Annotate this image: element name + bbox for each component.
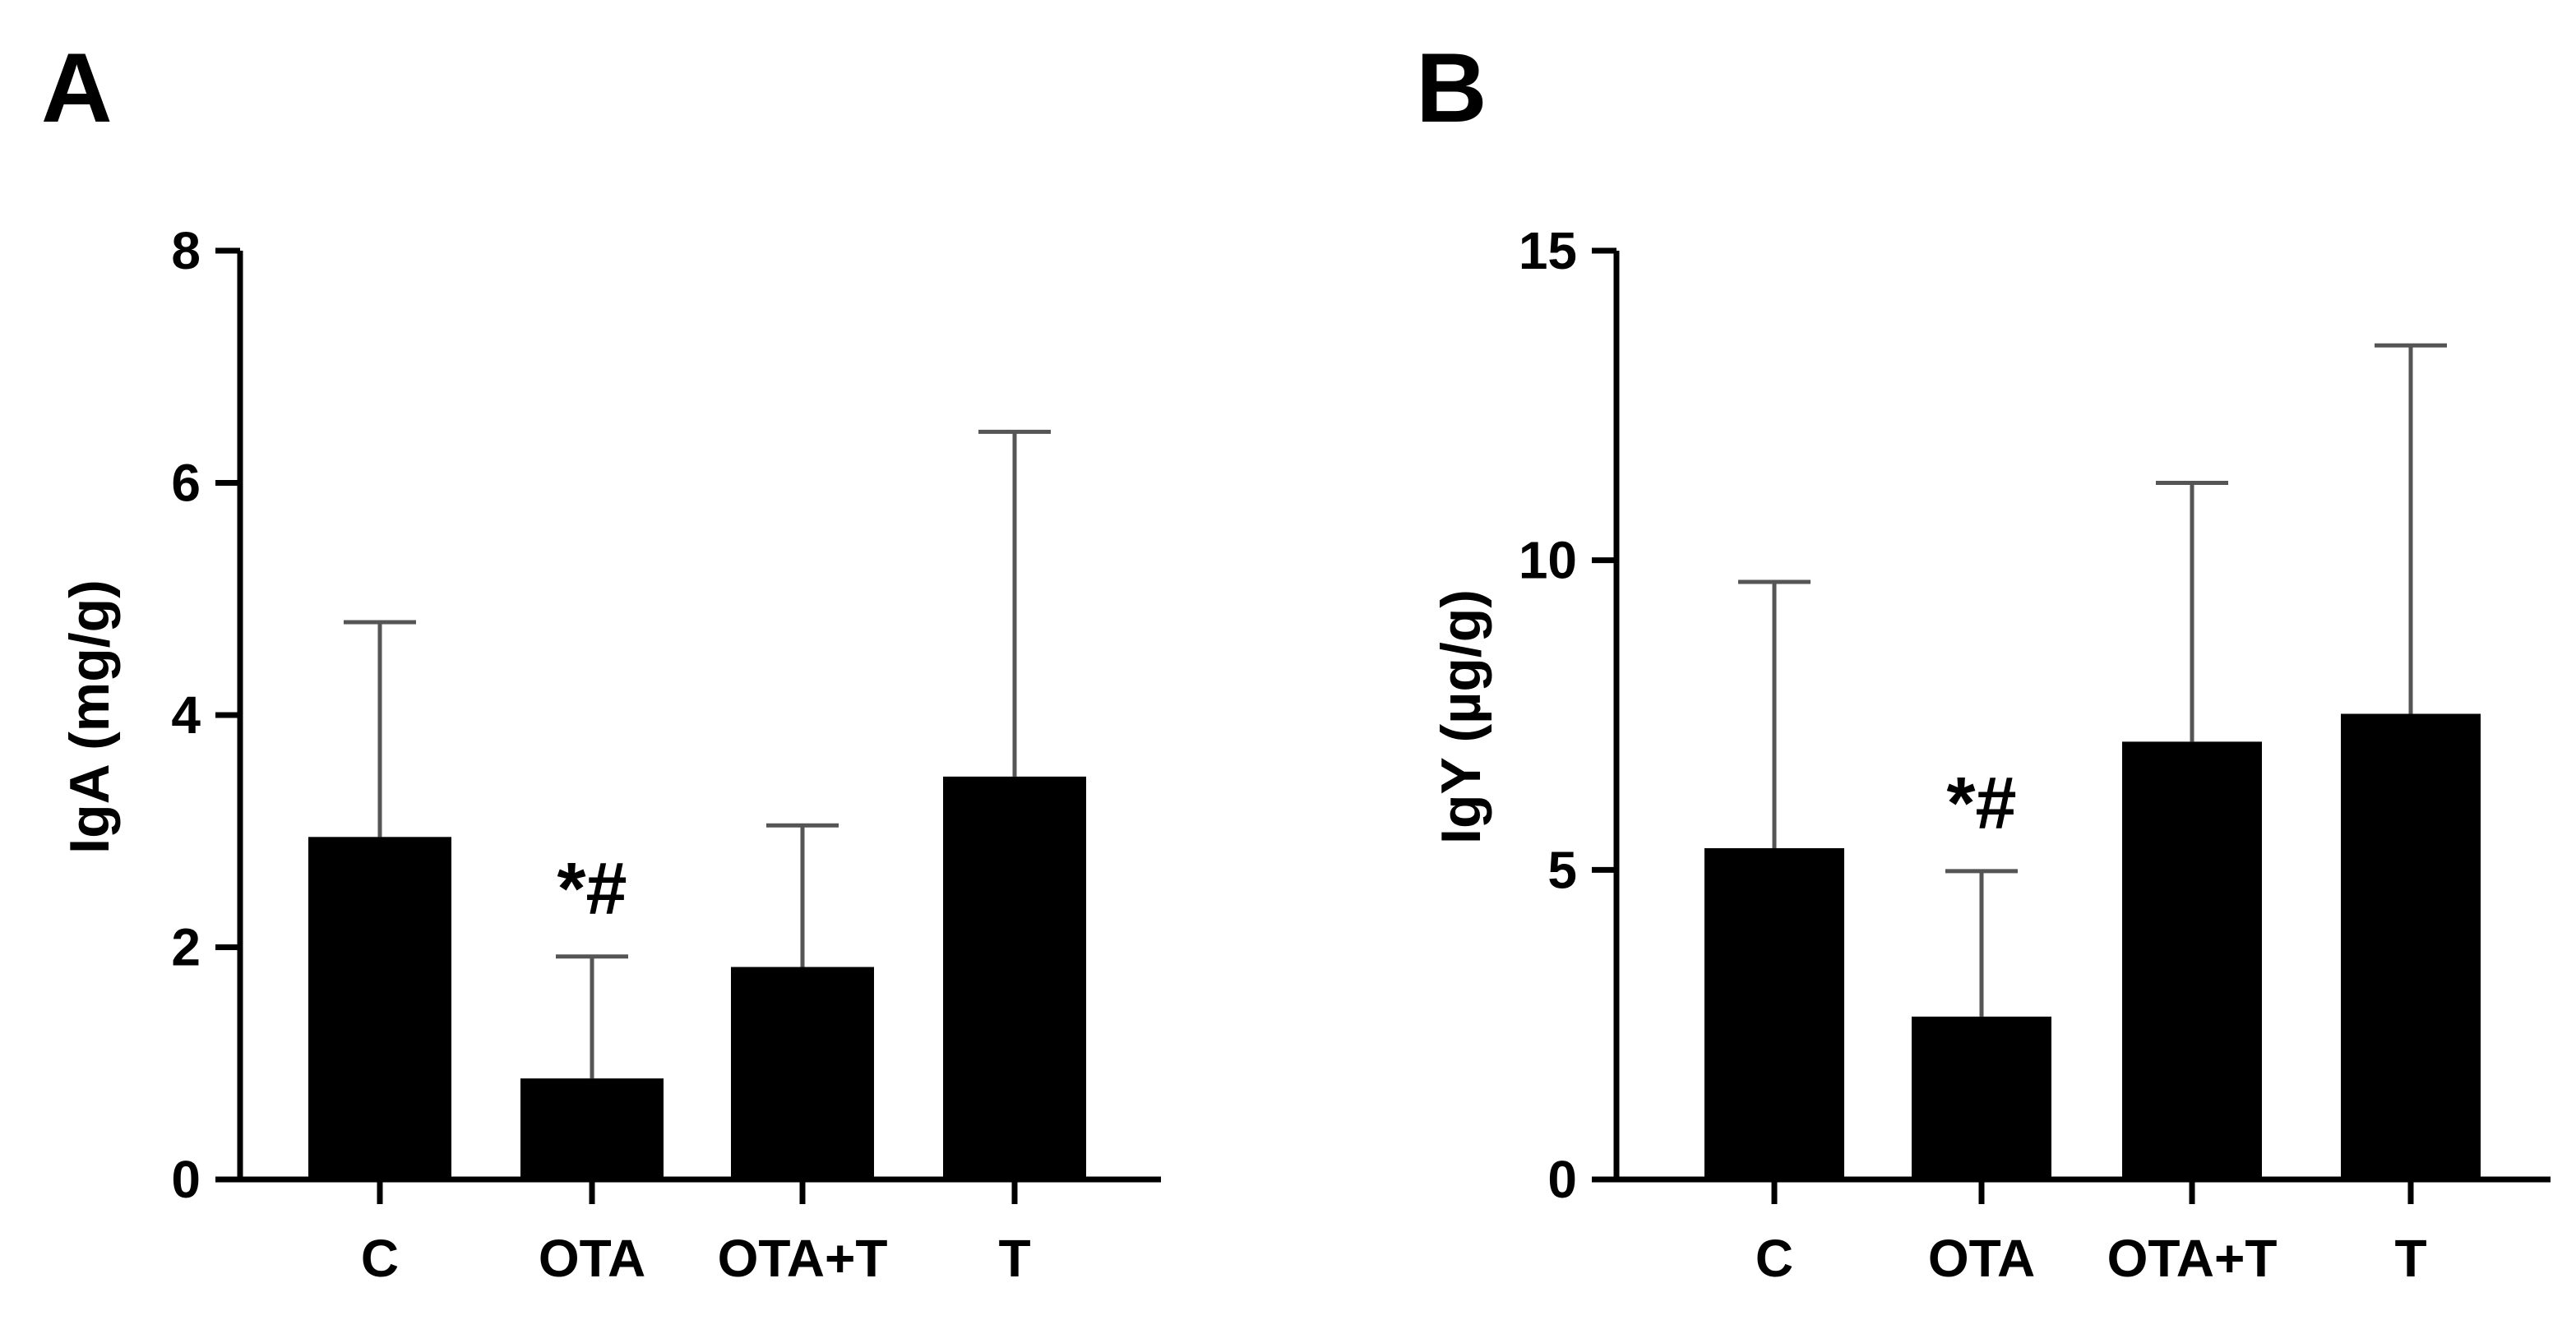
panel-b-category-label: OTA+T xyxy=(2107,1229,2278,1288)
panel-b-category-label: OTA xyxy=(1928,1229,2035,1288)
panel-a-category-label: T xyxy=(998,1229,1030,1288)
panel-a-category-label: OTA xyxy=(539,1229,645,1288)
panel-a-letter: A xyxy=(41,33,113,143)
panel-a-bar-ota-t xyxy=(731,967,874,1179)
panel-a: A IgA (mg/g) 0 2 4 6 8 C OTA *# OTA+T T xyxy=(41,33,1161,1288)
panel-b-category-label: T xyxy=(2394,1229,2426,1288)
panel-a-y-tick-label: 0 xyxy=(171,1150,201,1209)
panel-b-bar-ota-t xyxy=(2122,741,2262,1179)
panel-b-y-tick-label: 15 xyxy=(1519,221,1577,280)
panel-b-y-tick-label: 0 xyxy=(1547,1150,1577,1209)
panel-b-bar-c xyxy=(1704,847,1844,1179)
panel-a-category-label: OTA+T xyxy=(718,1229,888,1288)
panel-a-significance-annotation: *# xyxy=(557,848,627,930)
panel-b-y-axis-title: IgY (µg/g) xyxy=(1430,589,1492,844)
panel-a-bar-c xyxy=(308,837,451,1179)
panel-a-y-tick-label: 2 xyxy=(171,918,201,977)
panel-a-bar-t xyxy=(943,776,1086,1179)
panel-b: B IgY (µg/g) 0 5 10 15 C OTA *# OTA+T T xyxy=(1416,33,2551,1288)
panel-a-bar-ota xyxy=(520,1078,664,1179)
panel-b-bar-ota xyxy=(1912,1016,2051,1179)
panel-b-marks: 0 5 10 15 C OTA *# OTA+T T xyxy=(1519,221,2551,1288)
panel-a-y-tick-label: 6 xyxy=(171,454,201,513)
panel-b-bar-t xyxy=(2341,713,2481,1179)
panel-a-y-tick-label: 4 xyxy=(171,685,201,745)
panel-b-category-label: C xyxy=(1755,1229,1793,1288)
panel-a-y-axis-title: IgA (mg/g) xyxy=(58,579,121,854)
panel-b-significance-annotation: *# xyxy=(1946,763,2016,845)
panel-b-y-tick-label: 10 xyxy=(1519,531,1577,590)
panel-b-y-tick-label: 5 xyxy=(1547,840,1577,899)
panel-a-y-tick-label: 8 xyxy=(171,221,201,280)
panel-a-marks: 0 2 4 6 8 C OTA *# OTA+T T xyxy=(171,221,1161,1288)
panel-a-category-label: C xyxy=(361,1229,399,1288)
panel-b-letter: B xyxy=(1416,33,1487,143)
